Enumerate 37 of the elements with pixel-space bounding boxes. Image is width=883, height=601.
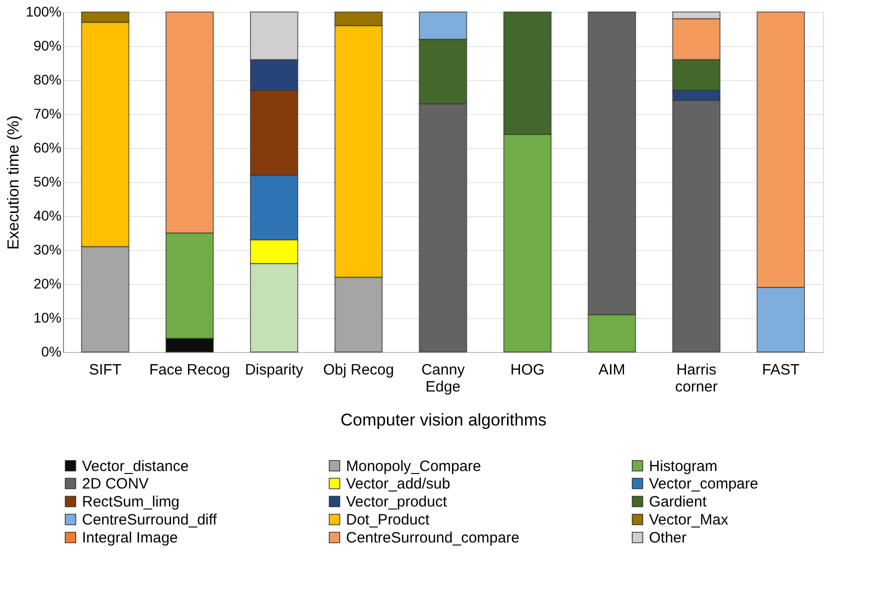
x-tick-label: Canny Edge xyxy=(421,362,466,396)
y-tick-label: 30% xyxy=(33,242,62,258)
y-axis-title: Execution time (%) xyxy=(6,115,23,250)
legend-label: 2D CONV xyxy=(82,476,149,492)
legend-label: Gardient xyxy=(649,494,708,510)
y-tick-label: 80% xyxy=(33,72,62,88)
legend-label: Histogram xyxy=(649,458,718,475)
x-tick-label: FAST xyxy=(762,362,800,378)
x-tick-label: Harris corner xyxy=(675,362,718,396)
x-tick-label: Disparity xyxy=(244,362,304,378)
x-axis-title: Computer vision algorithms xyxy=(340,410,546,430)
legend-label: Dot_Product xyxy=(346,512,430,528)
y-tick-label: 100% xyxy=(26,4,62,20)
y-tick-label: 40% xyxy=(33,208,62,224)
y-tick-label: 60% xyxy=(33,140,62,156)
y-tick-label: 0% xyxy=(41,344,62,360)
legend-label: Monopoly_Compare xyxy=(346,458,482,475)
x-tick-label: HOG xyxy=(510,362,545,378)
legend-label: Vector_distance xyxy=(82,458,189,475)
y-tick-label: 10% xyxy=(33,310,62,326)
legend-label: Integral Image xyxy=(82,530,178,546)
legend-label: Vector_Max xyxy=(649,512,729,528)
legend-label: CentreSurround_compare xyxy=(346,530,520,546)
x-tick-label: Obj Recog xyxy=(323,362,394,378)
legend-label: CentreSurround_diff xyxy=(82,512,218,528)
y-tick-label: 50% xyxy=(33,174,62,190)
y-tick-label: 20% xyxy=(33,276,62,292)
y-tick-label: 90% xyxy=(33,38,62,54)
legend-label: Other xyxy=(649,530,687,546)
legend-label: Vector_compare xyxy=(649,476,758,492)
y-tick-label: 70% xyxy=(33,106,62,122)
legend-label: Vector_add/sub xyxy=(346,476,450,492)
legend-label: RectSum_limg xyxy=(82,494,180,510)
x-tick-label: SIFT xyxy=(88,362,122,378)
x-tick-label: AIM xyxy=(598,362,626,378)
legend-label: Vector_product xyxy=(346,494,448,510)
x-tick-label: Face Recog xyxy=(149,362,230,378)
